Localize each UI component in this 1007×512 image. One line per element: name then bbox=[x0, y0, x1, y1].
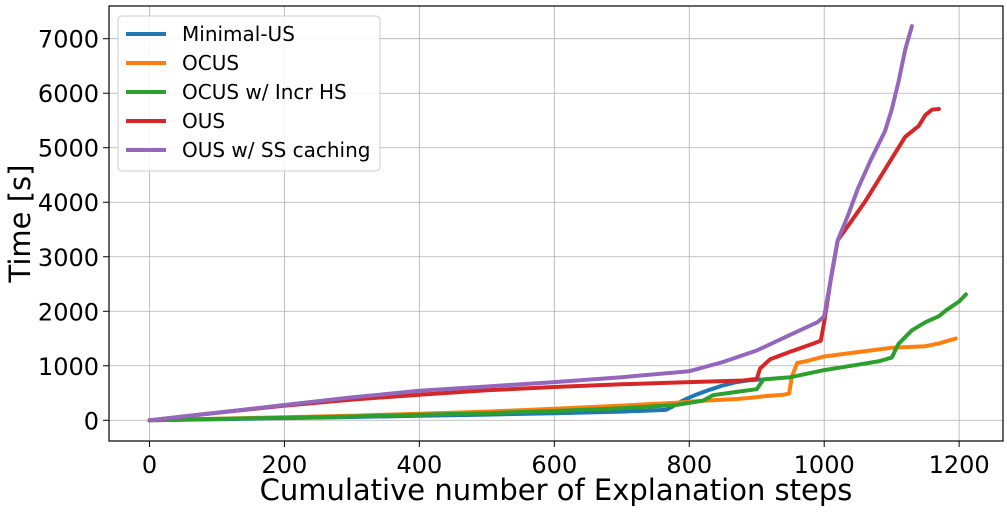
y-tick-label: 7000 bbox=[38, 26, 99, 54]
legend-label: OCUS w/ Incr HS bbox=[182, 80, 347, 104]
x-axis-label: Cumulative number of Explanation steps bbox=[260, 473, 853, 507]
x-tick-label: 1000 bbox=[794, 451, 855, 479]
legend: Minimal-US OCUS OCUS w/ Incr HS OUS OUS w/ S… bbox=[117, 15, 381, 172]
y-tick-label: 1000 bbox=[38, 353, 99, 381]
x-tick-label: 0 bbox=[142, 451, 157, 479]
grid bbox=[109, 6, 1003, 441]
y-tick-label: 4000 bbox=[38, 189, 99, 217]
series-line-ocus-w-incr-hs bbox=[147, 292, 968, 423]
legend-label: OCUS bbox=[182, 51, 239, 75]
series-line-ous-w-ss-caching bbox=[147, 24, 914, 423]
x-tick-label: 1200 bbox=[929, 451, 990, 479]
y-tick-label: 0 bbox=[84, 407, 99, 435]
legend-label: Minimal-US bbox=[182, 22, 295, 46]
x-tick-label: 400 bbox=[396, 451, 442, 479]
axis-ticks: 0 200 400 600 800 1000 1200 0 1000 2000 3000 4000 50… bbox=[38, 26, 990, 479]
legend-label: OUS w/ SS caching bbox=[182, 138, 371, 162]
series-line-ous bbox=[147, 107, 941, 423]
x-tick-label: 800 bbox=[666, 451, 712, 479]
legend-box bbox=[117, 15, 381, 172]
y-tick-label: 6000 bbox=[38, 80, 99, 108]
x-tick-label: 600 bbox=[531, 451, 577, 479]
y-tick-label: 2000 bbox=[38, 298, 99, 326]
legend-label: OUS bbox=[182, 109, 225, 133]
y-axis-label: Time [s] bbox=[3, 165, 37, 284]
y-tick-label: 5000 bbox=[38, 135, 99, 163]
series-lines bbox=[147, 24, 968, 423]
plot-frame bbox=[108, 5, 1004, 442]
y-tick-label: 3000 bbox=[38, 244, 99, 272]
x-tick-label: 200 bbox=[262, 451, 308, 479]
